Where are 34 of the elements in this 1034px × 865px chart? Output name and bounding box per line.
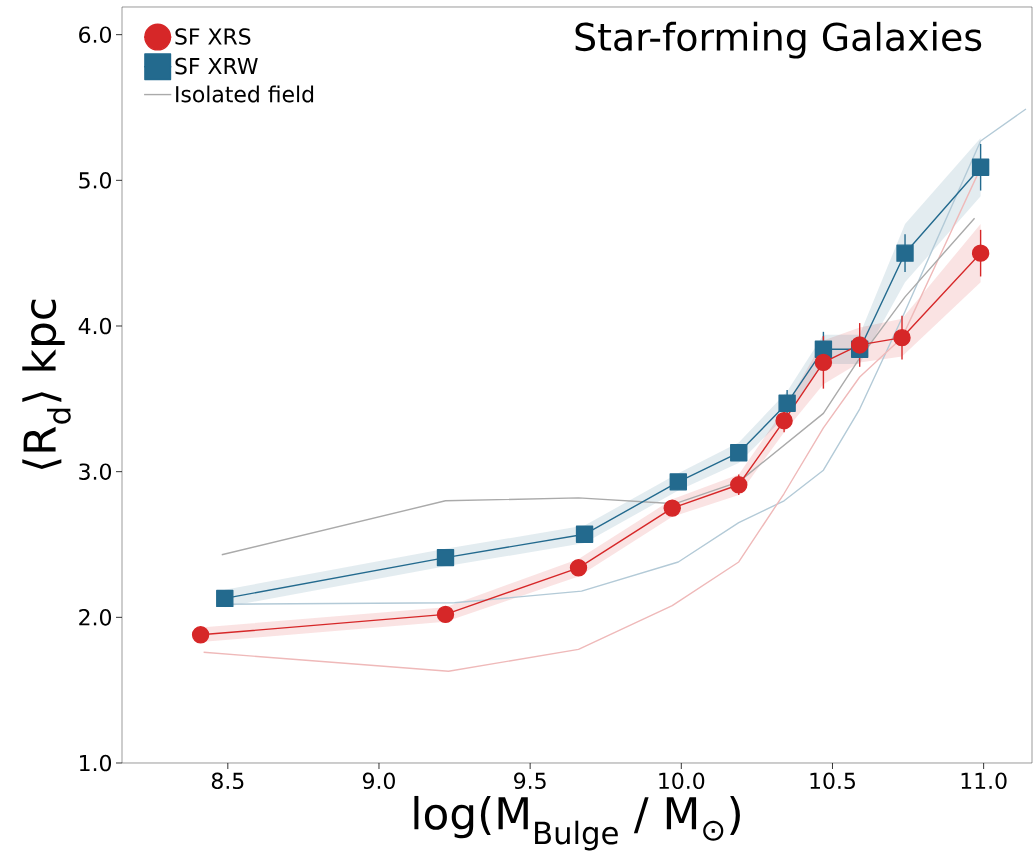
point xyxy=(971,244,990,262)
point xyxy=(850,336,869,354)
y-tick-label: 5.0 xyxy=(79,172,112,189)
point xyxy=(971,158,990,176)
x-axis-title: log(M$_{Bulge}$ / M$_{⊙}$) xyxy=(414,795,740,851)
point xyxy=(893,328,911,347)
legend-label: SF XRW xyxy=(175,57,258,75)
point xyxy=(216,589,234,608)
legend-label: Isolated field xyxy=(176,85,314,103)
y-tick-label: 3.0 xyxy=(79,463,112,480)
y-tick-label: 2.0 xyxy=(79,609,112,626)
y-axis-title: ⟨R$_{d}$⟩ kpc xyxy=(22,299,71,470)
y-tick-label: 4.0 xyxy=(78,317,112,335)
legend-label: SF XRS xyxy=(175,28,251,45)
point xyxy=(191,626,210,644)
x-tick-label: 10.0 xyxy=(659,772,705,790)
point xyxy=(778,394,796,412)
x-tick-label: 8.5 xyxy=(211,772,244,790)
chart-title: Star-forming Galaxies xyxy=(575,21,982,59)
point xyxy=(730,476,748,494)
point xyxy=(896,244,914,262)
point xyxy=(569,559,588,577)
point xyxy=(663,499,681,517)
y-tick-label: 1.0 xyxy=(80,754,112,772)
line-series xyxy=(221,217,976,556)
x-tick-label: 9.0 xyxy=(362,772,395,790)
point xyxy=(775,411,793,430)
point xyxy=(436,605,455,624)
y-tick-label: 6.0 xyxy=(79,26,112,43)
x-tick-label: 9.5 xyxy=(514,772,546,790)
x-tick-label: 11.0 xyxy=(961,772,1007,790)
x-tick-label: 10.5 xyxy=(810,772,855,790)
point xyxy=(730,444,748,462)
point xyxy=(814,353,833,372)
